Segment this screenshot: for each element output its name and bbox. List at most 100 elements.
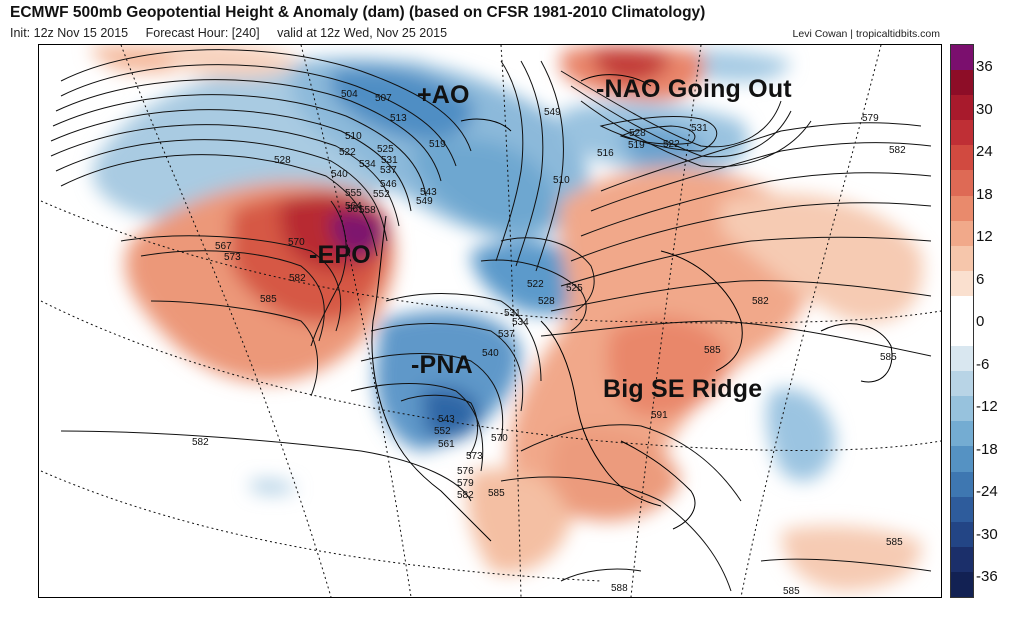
contour-label: 555 [345, 188, 362, 199]
contour-label: 528 [538, 296, 555, 307]
colorbar-tick-label: -30 [976, 525, 998, 543]
contour-label: 579 [457, 478, 474, 489]
contour-label: 528 [629, 128, 646, 139]
colorbar-cell [951, 396, 973, 422]
annotation-pna: -PNA [411, 351, 473, 379]
contour-label: 522 [663, 139, 680, 150]
colorbar-tick-label: 18 [976, 185, 993, 203]
colorbar-cell [951, 70, 973, 96]
contour-label: 561 [438, 439, 455, 450]
colorbar-tick-label: 36 [976, 58, 993, 75]
contour-label: 513 [390, 113, 407, 124]
colorbar-tick-label: 6 [976, 270, 985, 288]
colorbar-tick-label: 0 [976, 313, 985, 330]
contour-label: 525 [377, 144, 394, 155]
contour-label: 540 [331, 169, 348, 180]
map-subtitle: Init: 12z Nov 15 2015 Forecast Hour: [24… [10, 26, 461, 40]
contour-label: 537 [380, 165, 397, 176]
contour-label: 531 [504, 308, 521, 319]
forecast-hour: Forecast Hour: [240] [145, 26, 260, 40]
contour-label: 531 [691, 123, 708, 134]
contour-label: 507 [375, 93, 392, 104]
map-title: ECMWF 500mb Geopotential Height & Anomal… [10, 4, 706, 21]
contour-label: 585 [260, 294, 277, 305]
credit-text: Levi Cowan | tropicaltidbits.com [792, 28, 940, 40]
colorbar-cell [951, 471, 973, 498]
map-panel: 504 507 513 510 522 525 519 528 531 534 … [38, 44, 942, 598]
init-time: Init: 12z Nov 15 2015 [10, 26, 129, 40]
contour-label: 576 [457, 466, 474, 477]
colorbar-cell [951, 371, 973, 397]
annotation-ao: +AO [417, 81, 470, 109]
colorbar-cell [951, 346, 973, 372]
colorbar-tick-label: -12 [976, 398, 998, 415]
contour-label: 570 [491, 433, 508, 444]
contour-label: 582 [889, 145, 906, 156]
colorbar-cell [951, 446, 973, 473]
contour-label: 552 [373, 189, 390, 200]
contour-label: 540 [482, 348, 499, 359]
colorbar-tick-label: 12 [976, 228, 993, 245]
contour-label: 582 [192, 437, 209, 448]
contour-label: 510 [345, 131, 362, 142]
colorbar-cell [951, 546, 973, 573]
coastlines [371, 74, 893, 542]
colorbar-cell [951, 295, 973, 322]
contour-label: 534 [512, 317, 529, 328]
contour-label: 534 [359, 159, 376, 170]
valid-time: valid at 12z Wed, Nov 25 2015 [277, 26, 448, 40]
graticule [40, 45, 941, 597]
colorbar-cell [951, 145, 973, 171]
contour-label: 567 [215, 241, 232, 252]
anomaly-shading [91, 45, 923, 591]
contour-label: 546 [380, 179, 397, 190]
colorbar-cell [951, 245, 973, 272]
contour-label: 588 [611, 583, 628, 594]
contour-labels: 504 507 513 510 522 525 519 528 531 534 … [192, 89, 906, 597]
contour-label: 504 [341, 89, 358, 100]
contour-label: 543 [420, 187, 437, 198]
contour-label: 585 [488, 488, 505, 499]
contour-label: 519 [429, 139, 446, 150]
contour-label: 585 [783, 586, 800, 597]
colorbar-cell [951, 170, 973, 197]
contour-label: 570 [288, 237, 305, 248]
contour-label: 561 [347, 204, 364, 215]
height-contours [50, 49, 932, 592]
colorbar-tick-label: -18 [976, 440, 998, 458]
contour-label: 585 [704, 345, 721, 356]
annotation-nao: -NAO Going Out [596, 75, 792, 103]
annotation-ridge: Big SE Ridge [603, 375, 763, 403]
contour-label: 522 [527, 279, 544, 290]
colorbar-cell [951, 45, 973, 71]
contour-label: 558 [359, 205, 376, 216]
contour-label: 516 [597, 148, 614, 159]
contour-label: 579 [862, 113, 879, 124]
colorbar-tick-label: -6 [976, 355, 990, 373]
contour-label: 519 [628, 140, 645, 151]
colorbar-cell [951, 195, 973, 222]
contour-label: 510 [553, 175, 570, 186]
contour-label: 573 [224, 252, 241, 263]
contour-label: 582 [457, 490, 474, 501]
contour-label: 537 [498, 329, 515, 340]
contour-label: 582 [752, 296, 769, 307]
contour-label: 543 [438, 414, 455, 425]
contour-label: 552 [434, 426, 451, 437]
colorbar-cell [951, 521, 973, 548]
contour-label: 585 [886, 537, 903, 548]
colorbar-tick-label: -36 [976, 568, 998, 585]
contour-label: 573 [466, 451, 483, 462]
colorbar-cell [951, 496, 973, 523]
contour-label: 582 [289, 273, 306, 284]
colorbar-cell [951, 321, 973, 347]
colorbar-tick-label: 30 [976, 100, 993, 118]
colorbar-cell [951, 95, 973, 121]
contour-label: 528 [274, 155, 291, 166]
map-canvas: 504 507 513 510 522 525 519 528 531 534 … [39, 45, 941, 597]
annotation-epo: -EPO [309, 241, 371, 269]
anomaly-colorbar [950, 44, 974, 598]
contour-label: 522 [339, 147, 356, 158]
contour-label: 564 [345, 201, 362, 212]
contour-label: 531 [381, 155, 398, 166]
